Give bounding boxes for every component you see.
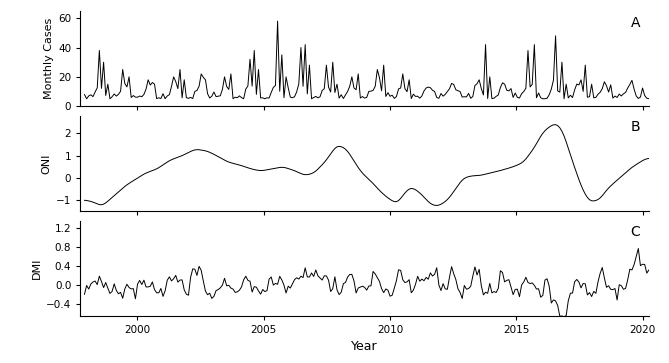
Text: C: C <box>631 225 640 239</box>
Text: A: A <box>631 16 640 30</box>
Y-axis label: ONI: ONI <box>41 153 52 174</box>
Y-axis label: Monthly Cases: Monthly Cases <box>44 18 54 99</box>
Y-axis label: DMI: DMI <box>32 257 42 279</box>
Text: B: B <box>631 121 640 134</box>
X-axis label: Year: Year <box>351 340 378 354</box>
